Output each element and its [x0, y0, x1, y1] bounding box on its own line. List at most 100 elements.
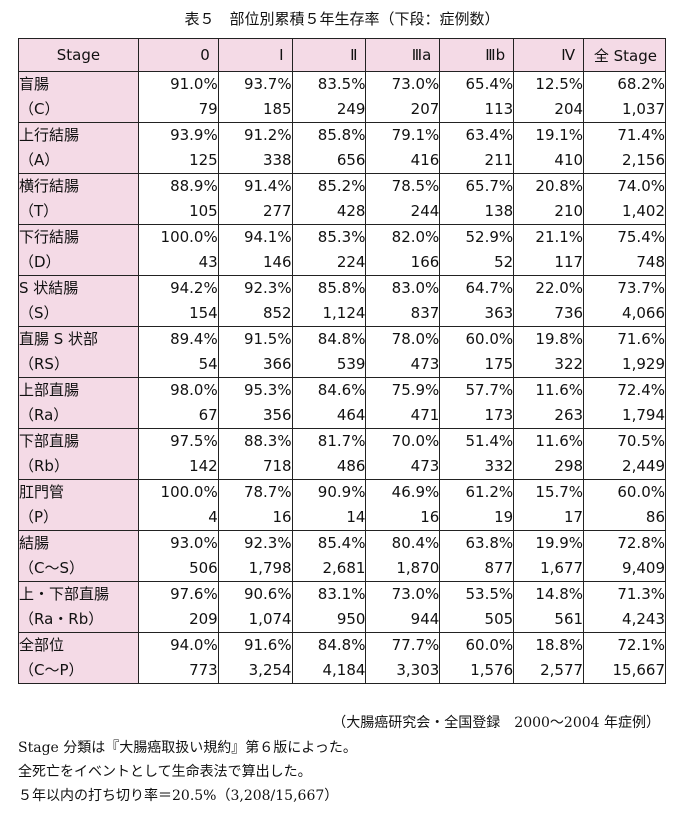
value-cell: 82.0% 166 — [365, 224, 441, 276]
value-cell: 79.1% 416 — [365, 122, 441, 174]
site-name: 直腸 S 状部 — [19, 330, 99, 348]
case-count: 322 — [554, 355, 584, 373]
value-cell: 85.3% 224 — [291, 224, 367, 276]
case-count: 16 — [272, 508, 292, 526]
case-count: 19 — [494, 508, 514, 526]
site-name: S 状結腸 — [19, 279, 79, 297]
site-label-cell: 結腸 （C〜S） — [18, 530, 139, 582]
table-row: 直腸 S 状部 （RS） 89.4% 54 91.5% 366 84.8% 539 78.0% 4… — [18, 326, 666, 378]
case-count: 54 — [198, 355, 218, 373]
value-cell: 73.7% 4,066 — [583, 275, 666, 327]
survival-rate: 84.8% — [317, 636, 366, 654]
value-cell: 11.6% 298 — [513, 428, 585, 480]
case-count: 366 — [262, 355, 292, 373]
case-count: 428 — [336, 202, 366, 220]
survival-rate: 73.7% — [617, 279, 665, 297]
value-cell: 65.4% 113 — [439, 71, 515, 123]
case-count: 113 — [484, 100, 514, 118]
value-cell: 22.0% 736 — [513, 275, 585, 327]
survival-rate: 20.8% — [535, 177, 584, 195]
footnote-1: Stage 分類は『大腸癌取扱い規約』第６版によった。 — [18, 740, 357, 756]
case-count: 244 — [410, 202, 440, 220]
survival-rate: 94.1% — [243, 228, 292, 246]
survival-rate: 93.9% — [170, 126, 218, 144]
value-cell: 78.5% 244 — [365, 173, 441, 225]
case-count: 1,037 — [622, 100, 665, 118]
site-code: （Ra） — [19, 406, 69, 424]
case-count: 117 — [554, 253, 584, 271]
survival-rate: 63.4% — [465, 126, 514, 144]
survival-rate: 51.4% — [465, 432, 514, 450]
case-count: 14 — [346, 508, 366, 526]
survival-rate: 91.0% — [170, 75, 218, 93]
case-count: 4,066 — [622, 304, 665, 322]
case-count: 950 — [336, 610, 366, 628]
value-cell: 73.0% 944 — [365, 581, 441, 633]
site-label-cell: 肛門管 （P） — [18, 479, 139, 531]
value-cell: 94.0% 773 — [137, 632, 219, 684]
value-cell: 92.3% 852 — [217, 275, 293, 327]
site-name: 全部位 — [19, 636, 65, 654]
value-cell: 94.1% 146 — [217, 224, 293, 276]
value-cell: 14.8% 561 — [513, 581, 585, 633]
header-row: Stage 0 Ⅰ Ⅱ Ⅲa Ⅲb Ⅳ 全 Stage — [18, 38, 666, 72]
table-row: S 状結腸 （S） 94.2% 154 92.3% 852 85.8% 1,124 83.0% 8… — [18, 275, 666, 327]
source-note: （大腸癌研究会・全国登録 2000〜2004 年症例） — [332, 715, 660, 731]
case-count: 1,870 — [396, 559, 440, 577]
value-cell: 81.7% 486 — [291, 428, 367, 480]
table-row: 上行結腸 （A） 93.9% 125 91.2% 338 85.8% 656 79.1% 416 6… — [18, 122, 666, 174]
site-label-cell: 盲腸 （C） — [18, 71, 139, 123]
survival-rate: 83.0% — [391, 279, 440, 297]
value-cell: 83.0% 837 — [365, 275, 441, 327]
survival-rate: 12.5% — [535, 75, 584, 93]
case-count: 142 — [189, 457, 218, 475]
value-cell: 85.4% 2,681 — [291, 530, 367, 582]
case-count: 263 — [554, 406, 584, 424]
case-count: 173 — [484, 406, 514, 424]
value-cell: 84.8% 539 — [291, 326, 367, 378]
case-count: 146 — [262, 253, 292, 271]
survival-rate: 85.3% — [317, 228, 366, 246]
value-cell: 93.0% 506 — [137, 530, 219, 582]
case-count: 506 — [189, 559, 218, 577]
site-label-cell: 直腸 S 状部 （RS） — [18, 326, 139, 378]
survival-rate: 97.6% — [170, 585, 218, 603]
footnote-3: ５年以内の打ち切り率＝20.5%（3,208/15,667） — [18, 788, 339, 804]
value-cell: 90.6% 1,074 — [217, 581, 293, 633]
case-count: 486 — [336, 457, 366, 475]
value-cell: 63.4% 211 — [439, 122, 515, 174]
header-stage-3a: Ⅲa — [365, 38, 441, 72]
survival-rate: 84.6% — [317, 381, 366, 399]
value-cell: 19.1% 410 — [513, 122, 585, 174]
value-cell: 78.7% 16 — [217, 479, 293, 531]
case-count: 67 — [198, 406, 218, 424]
case-count: 852 — [262, 304, 292, 322]
value-cell: 60.0% 175 — [439, 326, 515, 378]
case-count: 1,402 — [622, 202, 665, 220]
case-count: 1,798 — [248, 559, 292, 577]
survival-rate: 91.6% — [243, 636, 292, 654]
table-row: 盲腸 （C） 91.0% 79 93.7% 185 83.5% 249 73.0% 207 65.4… — [18, 71, 666, 123]
survival-rate: 72.8% — [617, 534, 665, 552]
site-label-cell: 下行結腸 （D） — [18, 224, 139, 276]
case-count: 505 — [484, 610, 514, 628]
survival-rate: 98.0% — [170, 381, 218, 399]
header-stage-3b: Ⅲb — [439, 38, 515, 72]
survival-rate: 65.7% — [465, 177, 514, 195]
value-cell: 93.7% 185 — [217, 71, 293, 123]
survival-rate: 80.4% — [391, 534, 440, 552]
header-stage-0: 0 — [137, 38, 219, 72]
value-cell: 72.4% 1,794 — [583, 377, 666, 429]
case-count: 1,124 — [322, 304, 366, 322]
survival-rate: 88.9% — [170, 177, 218, 195]
header-all-stage: 全 Stage — [583, 38, 666, 72]
value-cell: 90.9% 14 — [291, 479, 367, 531]
case-count: 837 — [410, 304, 440, 322]
value-cell: 70.0% 473 — [365, 428, 441, 480]
case-count: 1,677 — [540, 559, 584, 577]
survival-rate: 77.7% — [391, 636, 440, 654]
survival-rate: 83.1% — [317, 585, 366, 603]
value-cell: 91.5% 366 — [217, 326, 293, 378]
survival-rate: 72.4% — [617, 381, 665, 399]
